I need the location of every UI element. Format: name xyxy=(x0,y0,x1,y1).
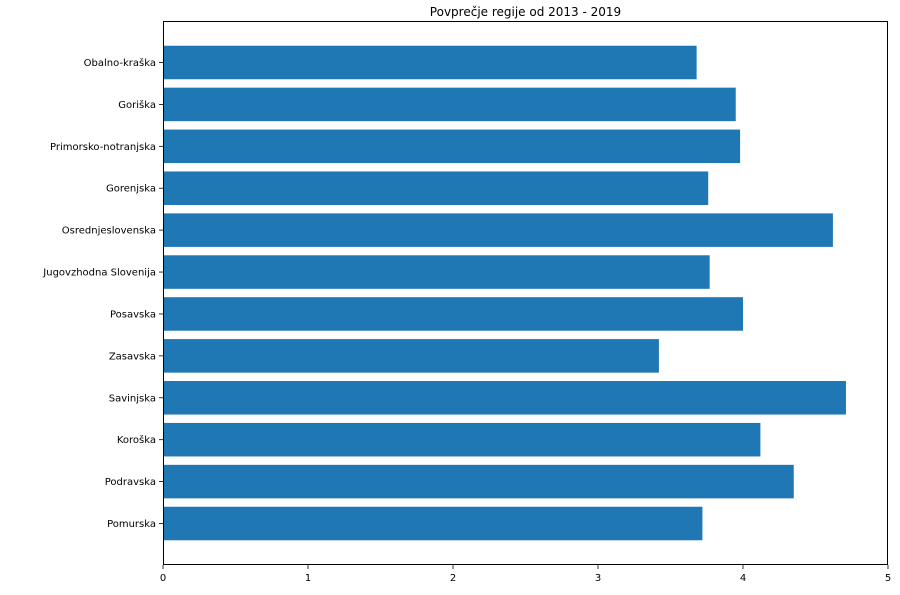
bar xyxy=(163,45,697,80)
y-tick-label: Koroška xyxy=(117,434,156,446)
y-tick-label: Jugovzhodna Slovenija xyxy=(42,268,156,279)
y-axis: Obalno-kraška Goriška Primorsko-notranjska… xyxy=(42,57,163,530)
y-tick-label: Goriška xyxy=(118,99,156,111)
bar xyxy=(163,87,736,122)
y-tick-label: Savinjska xyxy=(109,393,156,404)
bar xyxy=(163,464,794,499)
bar xyxy=(163,422,761,457)
bar xyxy=(163,129,741,164)
x-tick-label: 1 xyxy=(305,573,311,584)
bars-group xyxy=(163,45,846,541)
y-tick-label: Osrednjeslovenska xyxy=(62,226,156,237)
y-tick-label: Obalno-kraška xyxy=(84,57,156,69)
chart-title: Povprečje regije od 2013 - 2019 xyxy=(430,5,621,19)
bar xyxy=(163,506,703,541)
bar xyxy=(163,171,709,205)
x-axis: 0 1 2 3 4 5 xyxy=(160,565,891,584)
y-tick-label: Posavska xyxy=(110,309,156,320)
y-tick-label: Pomurska xyxy=(107,519,156,530)
x-tick-label: 0 xyxy=(160,573,166,584)
x-tick-label: 2 xyxy=(450,573,456,584)
plot-frame xyxy=(163,21,888,565)
x-tick-label: 4 xyxy=(740,573,746,584)
x-tick-label: 3 xyxy=(595,573,601,584)
bar xyxy=(163,213,833,247)
y-tick-label: Podravska xyxy=(105,477,156,488)
x-tick-label: 5 xyxy=(885,573,891,584)
bar xyxy=(163,255,710,289)
bar xyxy=(163,339,659,373)
bar xyxy=(163,297,743,331)
y-tick-label: Primorsko-notranjska xyxy=(50,142,156,153)
bar xyxy=(163,381,846,415)
y-tick-label: Zasavska xyxy=(109,351,156,362)
y-tick-label: Gorenjska xyxy=(106,184,156,195)
